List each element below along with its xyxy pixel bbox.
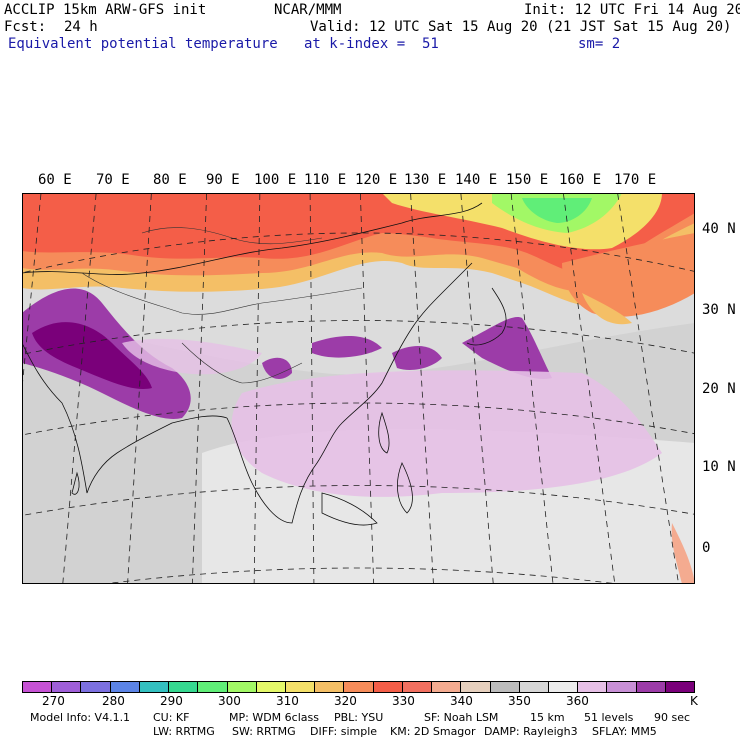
lon-label: 120 E: [355, 172, 398, 188]
orange-pacific: [562, 233, 695, 317]
colorbar: [22, 681, 695, 693]
lw-scheme: LW: RRTMG: [153, 725, 215, 738]
colorbar-cell: [23, 682, 53, 692]
green-core: [522, 198, 592, 223]
model-info: Model Info: V4.1.1: [30, 711, 131, 724]
lavender-region: [231, 370, 662, 497]
timestep: 90 sec: [654, 711, 691, 724]
colorbar-cell: [490, 682, 520, 692]
colorbar-cell: [110, 682, 140, 692]
lat-label: 20 N: [702, 381, 736, 397]
lat-label: 10 N: [702, 459, 736, 475]
org-label: NCAR/MMM: [274, 2, 342, 18]
model-title: ACCLIP 15km ARW-GFS init: [4, 2, 207, 18]
colorbar-cell: [519, 682, 549, 692]
colorbar-cell: [548, 682, 579, 692]
smoothing-label: sm= 2: [578, 36, 621, 52]
colorbar-cell: [432, 682, 462, 692]
lat-label: 30 N: [702, 302, 736, 318]
lon-label: 140 E: [455, 172, 498, 188]
purple-inland: [262, 357, 292, 379]
mp-scheme: MP: WDM 6class: [229, 711, 319, 724]
sf-scheme: SF: Noah LSM: [424, 711, 499, 724]
colorbar-cell: [636, 682, 666, 692]
purple-east-china: [312, 336, 382, 358]
theta-e-map: [22, 193, 695, 584]
level-label: at k-index = 51: [304, 36, 439, 52]
colorbar-tick: 290: [160, 694, 183, 708]
forecast-label: Fcst:: [4, 19, 47, 35]
lat-label: 40 N: [702, 221, 736, 237]
km-scheme: KM: 2D Smagor: [390, 725, 476, 738]
map-frame: [22, 193, 695, 584]
borders: [81, 227, 363, 384]
warm-band-inner: [22, 193, 382, 259]
colorbar-tick: 330: [392, 694, 415, 708]
colorbar-tick: 310: [276, 694, 299, 708]
cu-scheme: CU: KF: [153, 711, 190, 724]
lon-label: 130 E: [404, 172, 447, 188]
orange-pacific-edge: [582, 293, 632, 325]
lon-label: 170 E: [614, 172, 657, 188]
colorbar-cell: [169, 682, 199, 692]
lon-label: 100 E: [254, 172, 297, 188]
lon-label: 60 E: [38, 172, 72, 188]
colorbar-cell: [139, 682, 170, 692]
lon-label: 70 E: [96, 172, 130, 188]
colorbar-tick: 350: [508, 694, 531, 708]
resolution: 15 km: [530, 711, 565, 724]
lon-label: 160 E: [559, 172, 602, 188]
colorbar-cell: [578, 682, 608, 692]
colorbar-tick: 280: [102, 694, 125, 708]
forecast-hour: 24 h: [64, 19, 98, 35]
colorbar-cell: [227, 682, 257, 692]
colorbar-cell: [315, 682, 345, 692]
colorbar-tick: 340: [450, 694, 473, 708]
lat-label: 0: [702, 540, 711, 556]
colorbar-cell: [665, 682, 695, 692]
diff-scheme: DIFF: simple: [310, 725, 378, 738]
colorbar-cell: [256, 682, 286, 692]
sflay-scheme: SFLAY: MM5: [592, 725, 657, 738]
orange-southeast: [671, 523, 695, 584]
damp-scheme: DAMP: Rayleigh3: [484, 725, 578, 738]
levels: 51 levels: [584, 711, 634, 724]
pbl-scheme: PBL: YSU: [334, 711, 384, 724]
colorbar-cell: [607, 682, 637, 692]
lon-label: 110 E: [304, 172, 347, 188]
colorbar-cell: [81, 682, 111, 692]
colorbar-tick: 270: [42, 694, 65, 708]
colorbar-tick: 360: [566, 694, 589, 708]
sw-scheme: SW: RRTMG: [232, 725, 296, 738]
colorbar-cell: [344, 682, 374, 692]
lavender-north-india: [122, 338, 262, 375]
purple-china-sea: [392, 346, 442, 370]
colorbar-cell: [198, 682, 228, 692]
colorbar-tick: 300: [218, 694, 241, 708]
graticule: [22, 193, 695, 584]
lon-label: 150 E: [506, 172, 549, 188]
colorbar-unit: K: [690, 694, 698, 708]
colorbar-cell: [285, 682, 316, 692]
purple-india-core: [32, 322, 152, 389]
coastlines: [22, 202, 507, 526]
lon-label: 90 E: [206, 172, 240, 188]
init-time: Init: 12 UTC Fri 14 Aug 20: [524, 2, 740, 18]
valid-time: Valid: 12 UTC Sat 15 Aug 20 (21 JST Sat …: [310, 19, 732, 35]
colorbar-cell: [461, 682, 491, 692]
field-name: Equivalent potential temperature: [8, 36, 278, 52]
lon-label: 80 E: [153, 172, 187, 188]
colorbar-tick: 320: [334, 694, 357, 708]
colorbar-cell: [52, 682, 82, 692]
colorbar-cell: [373, 682, 403, 692]
colorbar-cell: [402, 682, 433, 692]
